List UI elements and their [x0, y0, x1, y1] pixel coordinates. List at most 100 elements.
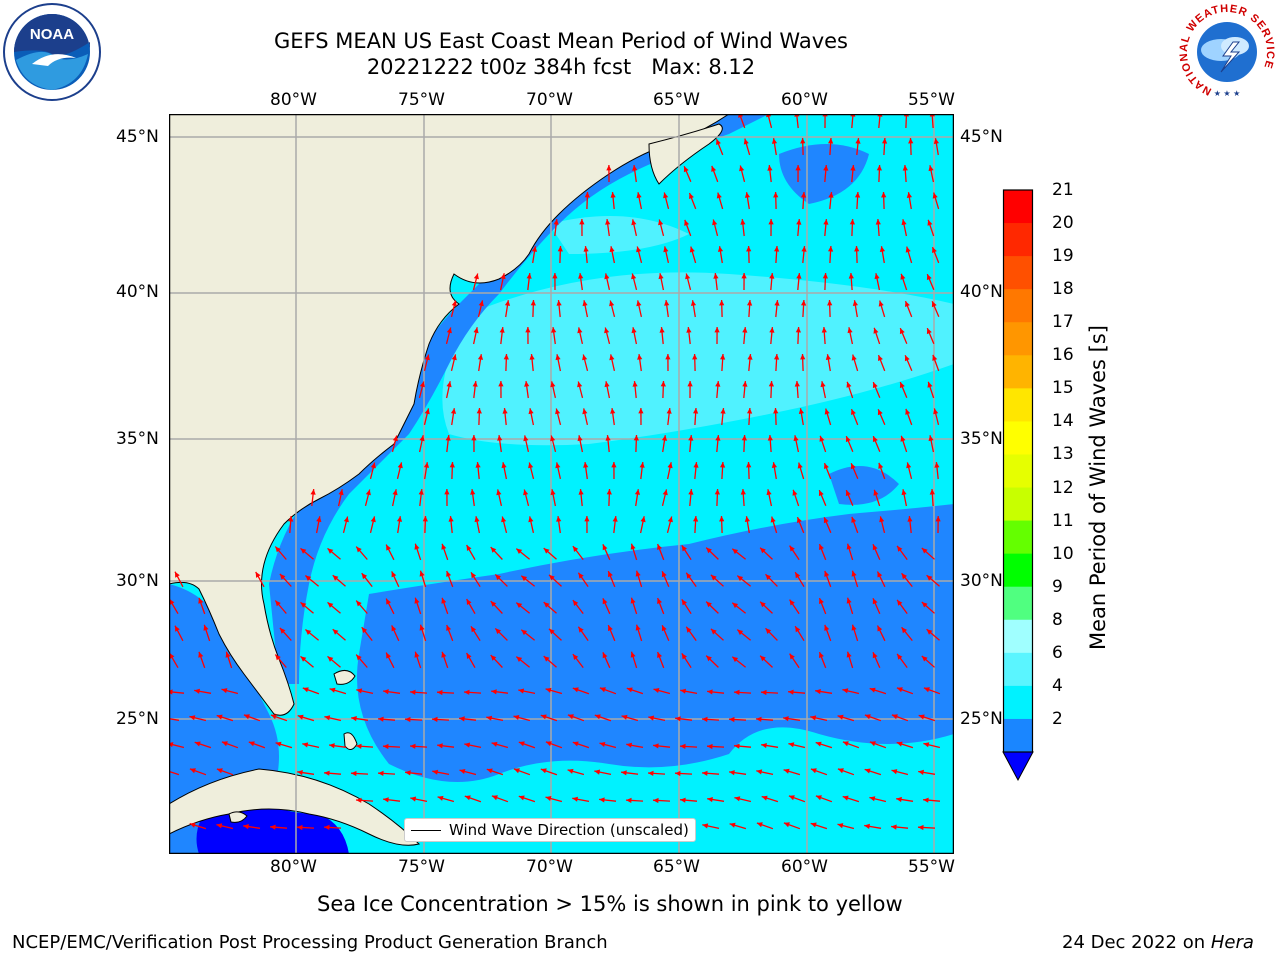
- direction-arrow-head: [932, 192, 938, 199]
- direction-arrow-head: [796, 219, 802, 225]
- direction-arrow-head: [543, 656, 550, 662]
- direction-arrow-head: [897, 599, 903, 606]
- direction-arrow: [878, 114, 881, 129]
- direction-arrow-head: [877, 409, 883, 416]
- direction-arrow-head: [279, 573, 286, 580]
- direction-arrow-head: [378, 770, 384, 776]
- direction-arrow-head: [327, 548, 334, 554]
- direction-arrow-head: [896, 687, 903, 693]
- lon-tick-label: 75°W: [398, 90, 445, 110]
- direction-arrow-head: [555, 354, 561, 361]
- direction-arrow-head: [630, 543, 636, 550]
- direction-arrow-head: [823, 517, 829, 524]
- direction-arrow-head: [582, 408, 588, 415]
- direction-arrow-head: [432, 716, 438, 722]
- direction-arrow-head: [732, 548, 739, 555]
- direction-arrow-head: [789, 599, 795, 606]
- direction-arrow-head: [842, 688, 849, 694]
- direction-arrow-head: [502, 408, 508, 414]
- direction-arrow-head: [926, 328, 932, 335]
- direction-arrow-head: [732, 602, 739, 609]
- direction-arrow-head: [848, 273, 854, 279]
- direction-arrow-head: [414, 543, 420, 550]
- direction-arrow-head: [662, 489, 668, 496]
- colorbar-tick-label: 21: [1052, 180, 1074, 200]
- direction-arrow-head: [712, 219, 718, 226]
- direction-arrow-head: [626, 742, 632, 748]
- direction-arrow-head: [528, 516, 534, 523]
- direction-arrow-head: [599, 797, 605, 803]
- direction-arrow-head: [300, 656, 307, 662]
- direction-arrow-head: [275, 600, 281, 607]
- direction-arrow-head: [329, 687, 336, 693]
- colorbar-label: Mean Period of Wind Waves [s]: [1086, 325, 1110, 650]
- colorbar-cell: [1003, 520, 1033, 555]
- direction-arrow-head: [891, 824, 897, 830]
- direction-arrow-head: [572, 546, 579, 552]
- direction-arrow-head: [693, 408, 699, 414]
- direction-arrow-head: [819, 652, 824, 658]
- direction-arrow-head: [543, 548, 550, 554]
- direction-arrow-head: [747, 300, 753, 306]
- direction-arrow-head: [300, 602, 307, 608]
- direction-arrow-head: [869, 741, 876, 747]
- direction-arrow-head: [194, 741, 201, 747]
- direction-arrow-head: [216, 823, 223, 829]
- direction-arrow-head: [921, 548, 928, 554]
- colorbar-cell: [1003, 454, 1033, 489]
- direction-arrow-head: [761, 795, 768, 801]
- direction-arrow: [169, 718, 180, 721]
- direction-arrow-head: [526, 273, 532, 279]
- direction-arrow-head: [501, 462, 507, 469]
- direction-arrow-head: [899, 328, 905, 335]
- direction-arrow-head: [577, 381, 583, 388]
- direction-arrow-head: [225, 651, 231, 658]
- direction-arrow-head: [905, 246, 911, 253]
- direction-arrow-head: [605, 219, 611, 225]
- direction-arrow-head: [525, 327, 531, 333]
- direction-arrow-head: [495, 628, 501, 635]
- colorbar-cell: [1003, 718, 1033, 753]
- direction-arrow-head: [553, 219, 559, 225]
- direction-arrow-head: [850, 463, 856, 470]
- direction-arrow-head: [855, 138, 861, 144]
- direction-arrow-head: [768, 381, 774, 387]
- direction-arrow-head: [474, 516, 480, 523]
- direction-arrow-head: [881, 192, 887, 198]
- footer-machine: Hera: [1210, 932, 1254, 953]
- direction-arrow-head: [719, 300, 725, 306]
- direction-arrow-head: [664, 300, 670, 306]
- direction-arrow-head: [819, 598, 824, 604]
- direction-arrow-head: [906, 462, 912, 469]
- direction-arrow-head: [715, 381, 721, 387]
- direction-arrow-head: [864, 768, 871, 774]
- direction-arrow-head: [194, 688, 200, 694]
- direction-arrow-head: [687, 381, 693, 387]
- direction-arrow-head: [545, 741, 552, 747]
- direction-arrow-head: [716, 192, 722, 199]
- direction-arrow-head: [923, 797, 929, 803]
- direction-arrow-head: [175, 571, 180, 578]
- direction-arrow-head: [933, 408, 939, 415]
- direction-arrow-head: [686, 572, 692, 579]
- direction-arrow-head: [660, 381, 666, 387]
- svg-text:NOAA: NOAA: [30, 26, 74, 43]
- direction-arrow-head: [761, 743, 767, 749]
- direction-arrow-head: [873, 327, 879, 334]
- lat-tick-label: 35°N: [960, 429, 1003, 449]
- direction-arrow-head: [169, 653, 175, 659]
- direction-arrow-head: [361, 627, 368, 634]
- direction-arrow-head: [634, 489, 641, 495]
- direction-arrow-head: [572, 600, 579, 606]
- colorbar-tick-label: 2: [1052, 708, 1063, 729]
- direction-arrow-head: [356, 654, 362, 661]
- direction-arrow-head: [901, 219, 907, 226]
- direction-arrow-head: [632, 165, 638, 171]
- direction-arrow: [931, 114, 934, 129]
- direction-arrow-head: [821, 327, 827, 333]
- direction-arrow-head: [747, 408, 753, 414]
- direction-arrow-head: [432, 769, 439, 775]
- direction-arrow-head: [405, 716, 411, 723]
- direction-arrow-head: [523, 489, 529, 496]
- direction-arrow-head: [734, 796, 741, 802]
